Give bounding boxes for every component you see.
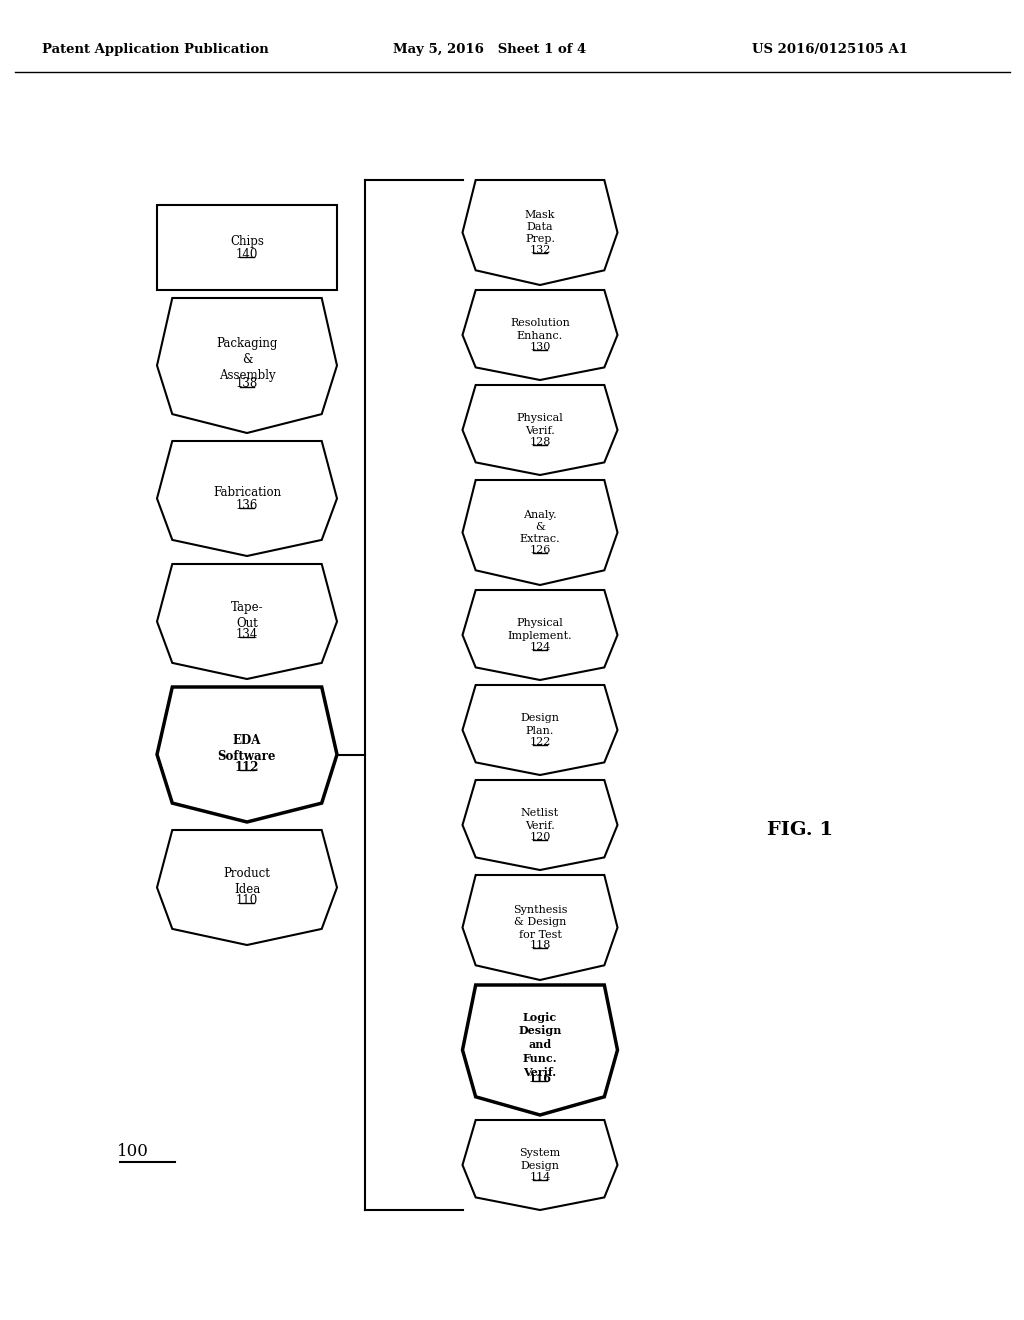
Text: Packaging
&
Assembly: Packaging & Assembly xyxy=(216,338,278,383)
Text: 122: 122 xyxy=(529,737,551,747)
Text: 132: 132 xyxy=(529,244,551,255)
Text: Design
Plan.: Design Plan. xyxy=(520,713,559,735)
Polygon shape xyxy=(157,830,337,945)
Text: 120: 120 xyxy=(529,832,551,842)
Text: 124: 124 xyxy=(529,642,551,652)
Text: Patent Application Publication: Patent Application Publication xyxy=(42,44,268,57)
Polygon shape xyxy=(463,480,617,585)
Text: 134: 134 xyxy=(236,627,258,640)
Text: Physical
Verif.: Physical Verif. xyxy=(517,413,563,436)
Text: Synthesis
& Design
for Test: Synthesis & Design for Test xyxy=(513,904,567,940)
Polygon shape xyxy=(463,780,617,870)
Polygon shape xyxy=(463,290,617,380)
Text: 118: 118 xyxy=(529,940,551,950)
Text: 140: 140 xyxy=(236,248,258,261)
Text: 130: 130 xyxy=(529,342,551,352)
Polygon shape xyxy=(463,590,617,680)
Text: FIG. 1: FIG. 1 xyxy=(767,821,834,840)
Polygon shape xyxy=(157,441,337,556)
Text: 128: 128 xyxy=(529,437,551,447)
Text: Analy.
&
Extrac.: Analy. & Extrac. xyxy=(520,510,560,544)
Text: 100: 100 xyxy=(117,1143,148,1160)
Text: Netlist
Verif.: Netlist Verif. xyxy=(521,808,559,830)
Polygon shape xyxy=(157,298,337,433)
Text: Chips: Chips xyxy=(230,235,264,248)
Text: Physical
Implement.: Physical Implement. xyxy=(508,618,572,640)
Polygon shape xyxy=(463,385,617,475)
Polygon shape xyxy=(463,875,617,979)
Text: 112: 112 xyxy=(234,760,259,774)
Polygon shape xyxy=(463,180,617,285)
Text: Logic
Design
and
Func.
Verif.: Logic Design and Func. Verif. xyxy=(518,1011,562,1077)
Text: EDA
Software: EDA Software xyxy=(218,734,276,763)
Text: System
Design: System Design xyxy=(519,1148,560,1171)
Polygon shape xyxy=(157,686,337,822)
Text: 136: 136 xyxy=(236,499,258,512)
Polygon shape xyxy=(463,685,617,775)
Text: May 5, 2016   Sheet 1 of 4: May 5, 2016 Sheet 1 of 4 xyxy=(393,44,587,57)
Text: 126: 126 xyxy=(529,545,551,554)
Text: Mask
Data
Prep.: Mask Data Prep. xyxy=(524,210,555,244)
Text: Tape-
Out: Tape- Out xyxy=(230,602,263,630)
Text: Product
Idea: Product Idea xyxy=(223,867,270,896)
Text: 116: 116 xyxy=(528,1073,552,1084)
Polygon shape xyxy=(157,205,337,290)
Polygon shape xyxy=(463,985,617,1115)
Polygon shape xyxy=(157,564,337,678)
Polygon shape xyxy=(463,1119,617,1210)
Text: Fabrication: Fabrication xyxy=(213,486,281,499)
Text: 110: 110 xyxy=(236,894,258,907)
Text: Resolution
Enhanc.: Resolution Enhanc. xyxy=(510,318,570,341)
Text: 138: 138 xyxy=(236,378,258,391)
Text: US 2016/0125105 A1: US 2016/0125105 A1 xyxy=(752,44,908,57)
Text: 114: 114 xyxy=(529,1172,551,1181)
